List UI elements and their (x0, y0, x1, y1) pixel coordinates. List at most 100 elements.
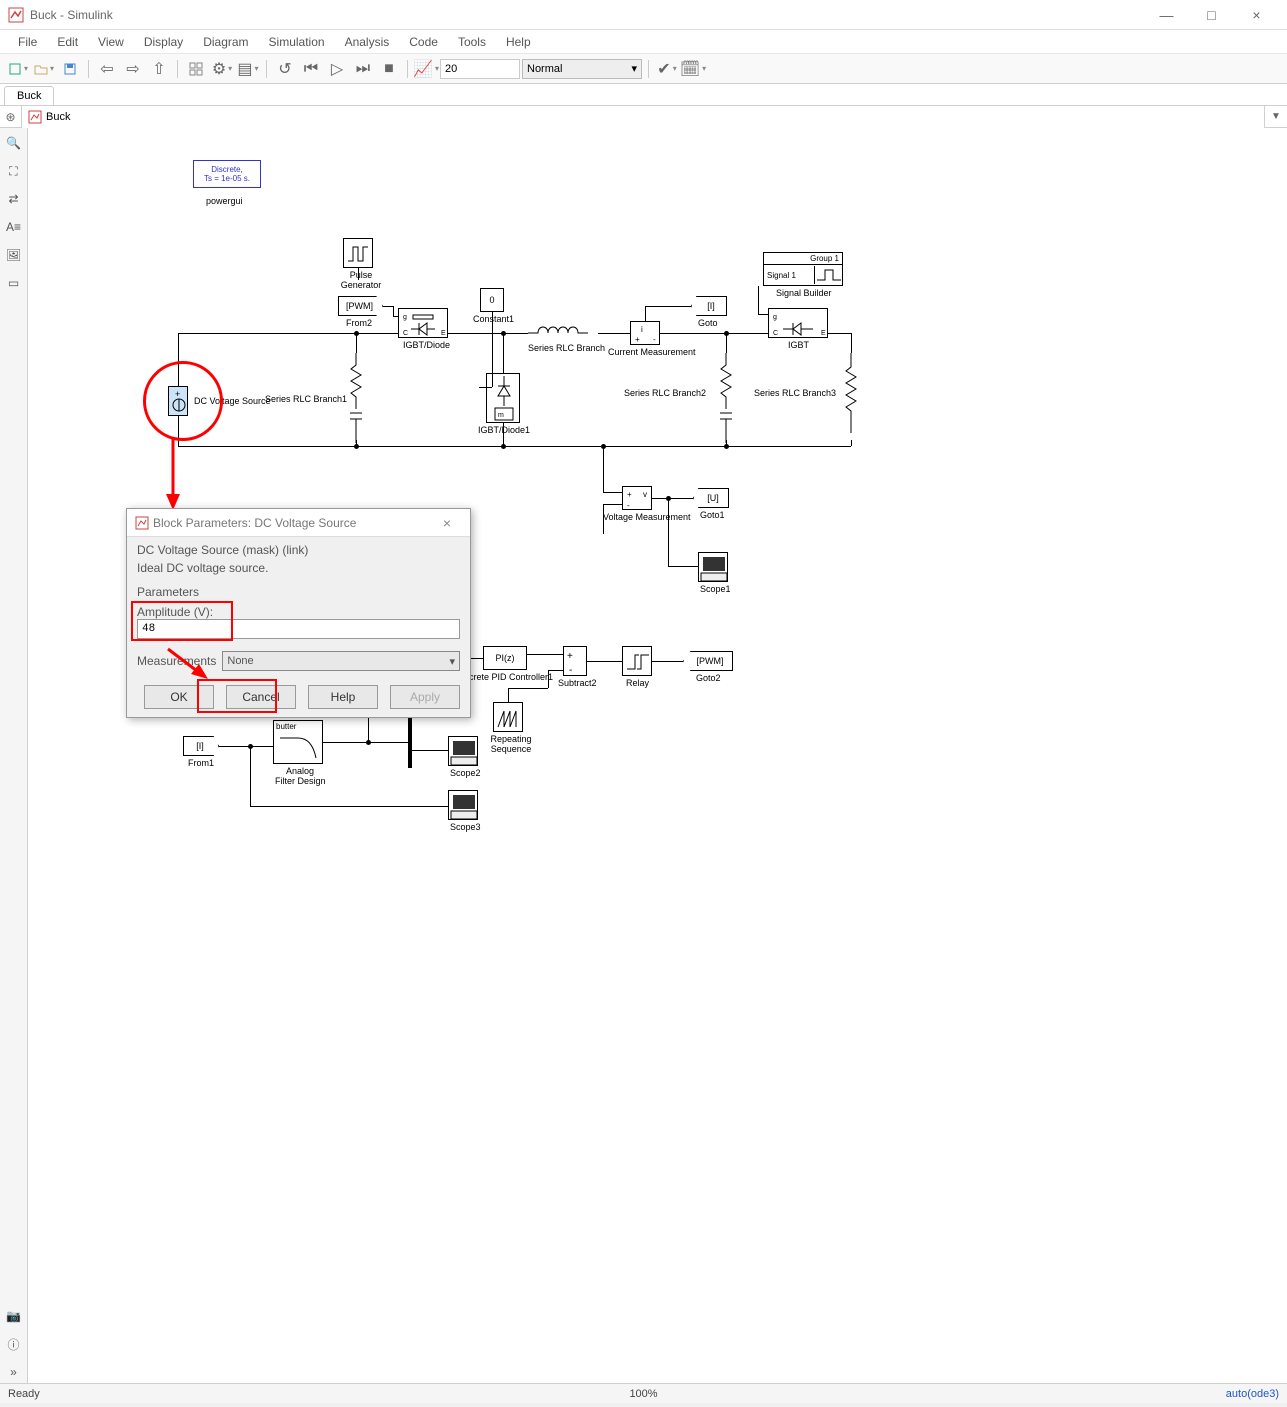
zoom-reset-icon[interactable]: 🔍 (3, 132, 25, 154)
svg-text:-: - (569, 665, 572, 676)
svg-text:+: + (627, 490, 632, 499)
goto2-block[interactable]: [PWM] (683, 651, 733, 671)
fit-icon[interactable]: ⛶ (3, 160, 25, 182)
goto-i-label: Goto (698, 318, 718, 328)
scope2-label: Scope2 (450, 768, 481, 778)
svg-text:E: E (441, 330, 446, 337)
menu-simulation[interactable]: Simulation (259, 35, 335, 49)
screenshot-icon[interactable]: 📷 (3, 1305, 25, 1327)
forward-button[interactable]: ⇨ (121, 57, 145, 81)
current-measurement-block[interactable]: i+- (630, 321, 660, 345)
from1-block[interactable]: [I] (183, 736, 219, 756)
goto-i-block[interactable]: [I] (691, 296, 727, 316)
model-tab[interactable]: Buck (4, 86, 54, 105)
toggle-icon[interactable]: ⇄ (3, 188, 25, 210)
breadcrumb-dropdown[interactable]: ▼ (1265, 111, 1287, 122)
dialog-description: Ideal DC voltage source. (137, 561, 460, 575)
rlc-inductor-block[interactable] (528, 325, 598, 341)
menu-display[interactable]: Display (134, 35, 193, 49)
measurements-select[interactable]: None▾ (222, 651, 460, 671)
signal-builder-block[interactable]: Group 1 Signal 1 (763, 252, 843, 286)
from2-block[interactable]: [PWM] (338, 296, 383, 316)
repeating-sequence-block[interactable] (493, 702, 523, 732)
analog-filter-block[interactable]: butter (273, 720, 323, 764)
menu-view[interactable]: View (88, 35, 134, 49)
from2-label: From2 (346, 318, 372, 328)
advisor-button[interactable]: ✔ (655, 57, 679, 81)
voltage-measurement-block[interactable]: +v- (622, 486, 652, 510)
scope1-block[interactable] (698, 552, 728, 582)
signal-builder-label: Signal Builder (776, 288, 832, 298)
back-button[interactable]: ⇦ (95, 57, 119, 81)
dc-voltage-source-block[interactable]: + (168, 386, 188, 416)
relay-label: Relay (626, 678, 649, 688)
measurements-label: Measurements (137, 654, 216, 668)
menu-analysis[interactable]: Analysis (335, 35, 400, 49)
rlc2-block[interactable] (716, 353, 736, 443)
powergui-line1: Discrete, (200, 165, 254, 174)
annotation-icon[interactable]: A≡ (3, 216, 25, 238)
save-button[interactable] (58, 57, 82, 81)
igbt-diode-block[interactable]: gCE (398, 308, 448, 338)
subtract2-block[interactable]: +- (563, 646, 587, 676)
step-back-button[interactable]: ⏮ (299, 57, 323, 81)
apply-button[interactable]: Apply (390, 685, 460, 709)
status-zoom: 100% (432, 1388, 856, 1400)
igbt-block[interactable]: gCE (768, 308, 828, 338)
annotation-arrow-1 (158, 438, 188, 513)
minimize-button[interactable]: — (1144, 0, 1189, 30)
constant1-label: Constant1 (473, 314, 514, 324)
scope3-block[interactable] (448, 790, 478, 820)
constant1-block[interactable]: 0 (480, 288, 504, 312)
menu-edit[interactable]: Edit (47, 35, 88, 49)
svg-text:-: - (627, 501, 630, 510)
svg-text:-: - (653, 335, 656, 344)
new-button[interactable] (6, 57, 30, 81)
schedule-button[interactable]: 🗓 (681, 57, 705, 81)
area-icon[interactable]: ▭ (3, 272, 25, 294)
rlc1-block[interactable] (346, 353, 366, 443)
config-button[interactable]: ⚙ (210, 57, 234, 81)
fast-restart-button[interactable]: ↺ (273, 57, 297, 81)
step-forward-button[interactable]: ⏭ (351, 57, 375, 81)
subtract2-label: Subtract2 (558, 678, 597, 688)
record-button[interactable]: 📈 (414, 57, 438, 81)
menu-tools[interactable]: Tools (448, 35, 496, 49)
goto-u-label: Goto1 (700, 510, 725, 520)
rlc3-block[interactable] (841, 353, 861, 443)
menu-help[interactable]: Help (496, 35, 541, 49)
hide-nav-button[interactable]: ⊛ (0, 106, 22, 128)
pulse-generator-block[interactable] (343, 238, 373, 268)
run-button[interactable]: ▷ (325, 57, 349, 81)
simulation-mode-select[interactable]: Normal▾ (522, 59, 642, 79)
cancel-button[interactable]: Cancel (226, 685, 296, 709)
maximize-button[interactable]: □ (1189, 0, 1234, 30)
diagram-canvas[interactable]: Discrete, Ts = 1e-05 s. powergui PulseGe… (28, 128, 1287, 1383)
svg-text:+: + (175, 389, 180, 399)
simulation-mode-value: Normal (527, 63, 562, 75)
help-button[interactable]: Help (308, 685, 378, 709)
amplitude-input[interactable] (137, 619, 460, 639)
pid-block[interactable]: PI(z) (483, 646, 527, 670)
status-solver[interactable]: auto(ode3) (855, 1388, 1279, 1400)
expand-icon[interactable]: » (3, 1361, 25, 1383)
image-icon[interactable]: 🖼 (3, 244, 25, 266)
scope2-block[interactable] (448, 736, 478, 766)
open-button[interactable] (32, 57, 56, 81)
breadcrumb[interactable]: Buck (22, 106, 1265, 128)
log-button[interactable]: ▤ (236, 57, 260, 81)
relay-block[interactable] (622, 646, 652, 676)
goto-u-block[interactable]: [U] (693, 488, 729, 508)
close-button[interactable]: × (1234, 0, 1279, 30)
ok-button[interactable]: OK (144, 685, 214, 709)
info-icon[interactable]: ⓘ (3, 1333, 25, 1355)
stop-time-input[interactable] (440, 59, 520, 79)
powergui-block[interactable]: Discrete, Ts = 1e-05 s. (193, 160, 261, 188)
up-button[interactable]: ⇧ (147, 57, 171, 81)
library-button[interactable] (184, 57, 208, 81)
menu-code[interactable]: Code (399, 35, 448, 49)
menu-file[interactable]: File (8, 35, 47, 49)
stop-button[interactable]: ■ (377, 57, 401, 81)
dialog-close-button[interactable]: × (432, 515, 462, 531)
menu-diagram[interactable]: Diagram (193, 35, 258, 49)
